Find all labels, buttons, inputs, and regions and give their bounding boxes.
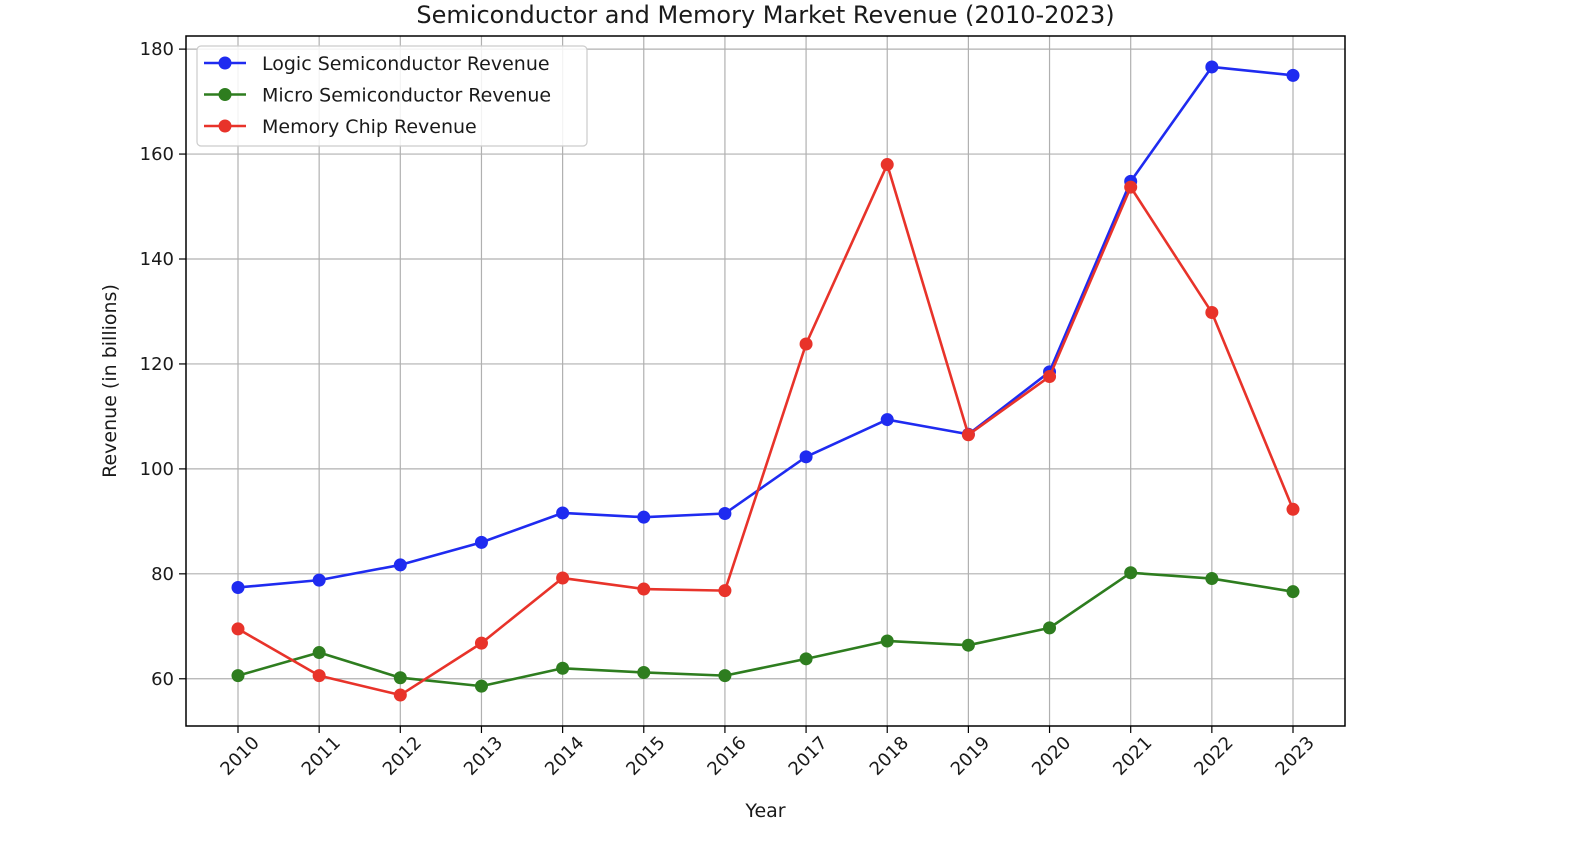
data-point <box>799 450 813 464</box>
data-point <box>1205 572 1219 586</box>
data-point <box>718 506 732 520</box>
data-point <box>718 669 732 683</box>
series-micro-semiconductor-revenue <box>231 566 1300 693</box>
y-axis: 60 80 100 120 140 160 180 <box>140 39 186 690</box>
y-tick-label: 100 <box>140 459 174 480</box>
x-axis-label: Year <box>744 800 785 822</box>
x-tick-label: 2015 <box>622 732 669 779</box>
data-point <box>393 688 407 702</box>
legend-label: Micro Semiconductor Revenue <box>262 85 551 107</box>
y-tick-label: 120 <box>140 354 174 375</box>
x-tick-label: 2010 <box>216 732 263 779</box>
data-point <box>231 669 245 683</box>
legend-box <box>196 45 588 147</box>
y-tick-label: 60 <box>151 669 174 690</box>
legend-marker <box>218 88 232 101</box>
data-point <box>474 679 488 693</box>
data-point <box>718 584 732 598</box>
y-tick-label: 160 <box>140 144 174 165</box>
data-point <box>880 158 894 172</box>
data-point <box>880 634 894 648</box>
data-point <box>1043 370 1057 384</box>
data-point <box>556 661 570 675</box>
data-point <box>1286 502 1300 516</box>
legend-marker <box>218 119 232 133</box>
data-point <box>799 652 813 666</box>
data-point <box>880 413 894 427</box>
data-point <box>1286 68 1300 82</box>
data-point <box>393 671 407 685</box>
data-point <box>312 646 326 660</box>
data-point <box>1124 566 1138 580</box>
x-tick-label: 2014 <box>541 732 588 779</box>
legend-label: Logic Semiconductor Revenue <box>262 53 550 75</box>
x-tick-label: 2018 <box>866 732 913 779</box>
y-tick-label: 140 <box>140 249 174 270</box>
data-point <box>312 573 326 587</box>
series-line-memory-chip-revenue <box>237 163 1295 697</box>
plot-area-frame <box>185 35 1346 727</box>
x-tick-label: 2021 <box>1109 732 1156 779</box>
y-axis-label: Revenue (in billions) <box>99 284 121 478</box>
data-point <box>1205 306 1219 320</box>
x-tick-label: 2017 <box>785 732 832 779</box>
data-point <box>556 571 570 585</box>
data-point <box>637 510 651 524</box>
series-memory-chip-revenue <box>231 158 1300 702</box>
x-tick-label: 2011 <box>298 732 345 779</box>
data-point <box>1124 180 1138 194</box>
data-point <box>961 638 975 652</box>
legend-item-logic-semiconductor-revenue: Logic Semiconductor Revenue <box>204 53 550 75</box>
data-point <box>1286 585 1300 599</box>
data-point <box>637 582 651 596</box>
data-point <box>474 535 488 549</box>
x-axis: 2010 2011 2012 2013 2014 2015 2016 2017 2018 2019… <box>216 726 1319 780</box>
legend: Logic Semiconductor Revenue Micro Semicon… <box>196 45 588 147</box>
data-point <box>312 669 326 683</box>
data-point <box>1205 60 1219 74</box>
series-line-micro-semiconductor-revenue <box>237 571 1294 688</box>
chart-title: Semiconductor and Memory Market Revenue … <box>416 1 1114 29</box>
x-tick-label: 2020 <box>1028 732 1075 779</box>
x-tick-label: 2013 <box>460 732 507 779</box>
y-tick-label: 80 <box>151 564 174 585</box>
data-point <box>799 337 813 351</box>
y-tick-label: 180 <box>140 39 174 60</box>
data-point <box>556 506 570 520</box>
data-point <box>231 580 245 594</box>
legend-item-memory-chip-revenue: Memory Chip Revenue <box>204 116 477 138</box>
data-point <box>637 665 651 679</box>
data-point <box>1043 621 1057 635</box>
legend-label: Memory Chip Revenue <box>262 116 477 138</box>
x-tick-label: 2012 <box>379 732 426 779</box>
x-tick-label: 2019 <box>947 732 994 779</box>
legend-marker <box>218 56 232 70</box>
data-point <box>231 622 245 636</box>
x-tick-label: 2016 <box>703 732 750 779</box>
data-point <box>393 558 407 572</box>
data-point <box>474 636 488 650</box>
legend-item-micro-semiconductor-revenue: Micro Semiconductor Revenue <box>204 85 551 107</box>
x-tick-label: 2022 <box>1190 732 1237 779</box>
series-lines <box>231 60 1300 702</box>
x-tick-label: 2023 <box>1271 732 1318 779</box>
data-point <box>961 428 975 442</box>
series-line-logic-semiconductor-revenue <box>237 65 1294 589</box>
